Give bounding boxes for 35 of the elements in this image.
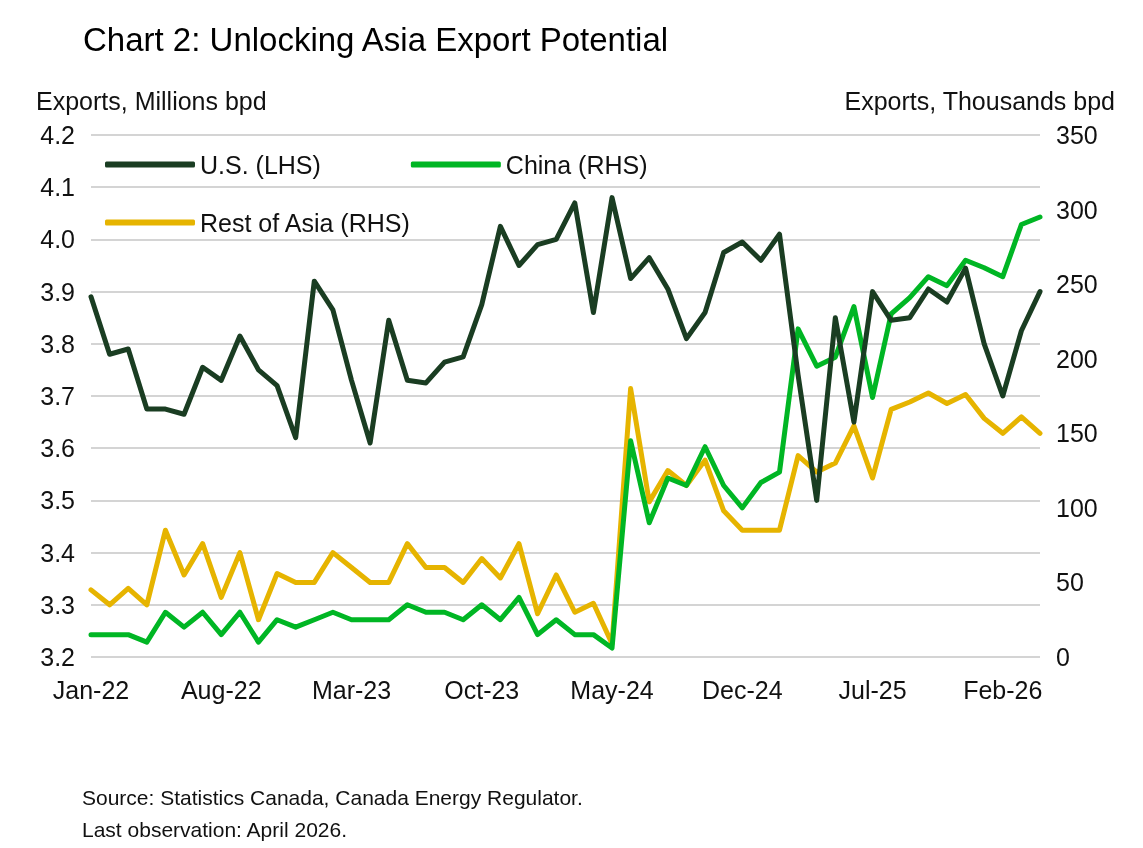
y2-tick-label: 100 bbox=[1056, 493, 1098, 522]
y-axis-title: Exports, Millions bpd bbox=[36, 86, 267, 115]
x-tick-label: Feb-26 bbox=[963, 675, 1043, 704]
chart-title: Chart 2: Unlocking Asia Export Potential bbox=[83, 21, 669, 58]
y-tick-label: 4.1 bbox=[40, 173, 75, 202]
legend-label: China (RHS) bbox=[505, 150, 648, 179]
x-tick-label: Aug-22 bbox=[180, 675, 262, 704]
y-tick-label: 3.9 bbox=[40, 277, 75, 306]
y-tick-label: 3.4 bbox=[40, 538, 76, 567]
legend-label: Rest of Asia (RHS) bbox=[200, 208, 410, 237]
y2-tick-label: 200 bbox=[1056, 344, 1098, 373]
x-tick-label: Jul-25 bbox=[838, 675, 907, 704]
y-tick-label: 3.3 bbox=[40, 590, 75, 619]
y2-tick-label: 0 bbox=[1056, 643, 1070, 671]
y-tick-label: 3.2 bbox=[40, 643, 75, 671]
y2-tick-label: 50 bbox=[1056, 568, 1084, 597]
legend-label: U.S. (LHS) bbox=[200, 150, 321, 179]
x-tick-label: Mar-23 bbox=[311, 675, 392, 704]
y-tick-label: 3.7 bbox=[40, 382, 75, 410]
y2-tick-label: 150 bbox=[1056, 419, 1098, 448]
source-note: Source: Statistics Canada, Canada Energy Regulator. bbox=[82, 786, 583, 809]
y-tick-label: 4.0 bbox=[40, 225, 75, 254]
y-tick-label: 3.8 bbox=[40, 329, 75, 358]
x-tick-label: Oct-23 bbox=[444, 675, 520, 704]
x-tick-label: Dec-24 bbox=[701, 675, 783, 704]
y-tick-label: 3.5 bbox=[40, 486, 75, 515]
y2-axis-title: Exports, Thousands bpd bbox=[844, 86, 1115, 115]
text: Last observation: April 2026. bbox=[82, 818, 348, 841]
y2-tick-label: 250 bbox=[1056, 270, 1098, 299]
x-tick-label: May-24 bbox=[570, 675, 654, 704]
y2-tick-label: 300 bbox=[1056, 195, 1098, 224]
y-tick-label: 3.6 bbox=[40, 434, 75, 463]
y2-tick-label: 350 bbox=[1056, 121, 1098, 149]
y-tick-label: 4.2 bbox=[40, 121, 75, 149]
x-tick-label: Jan-22 bbox=[52, 675, 130, 704]
